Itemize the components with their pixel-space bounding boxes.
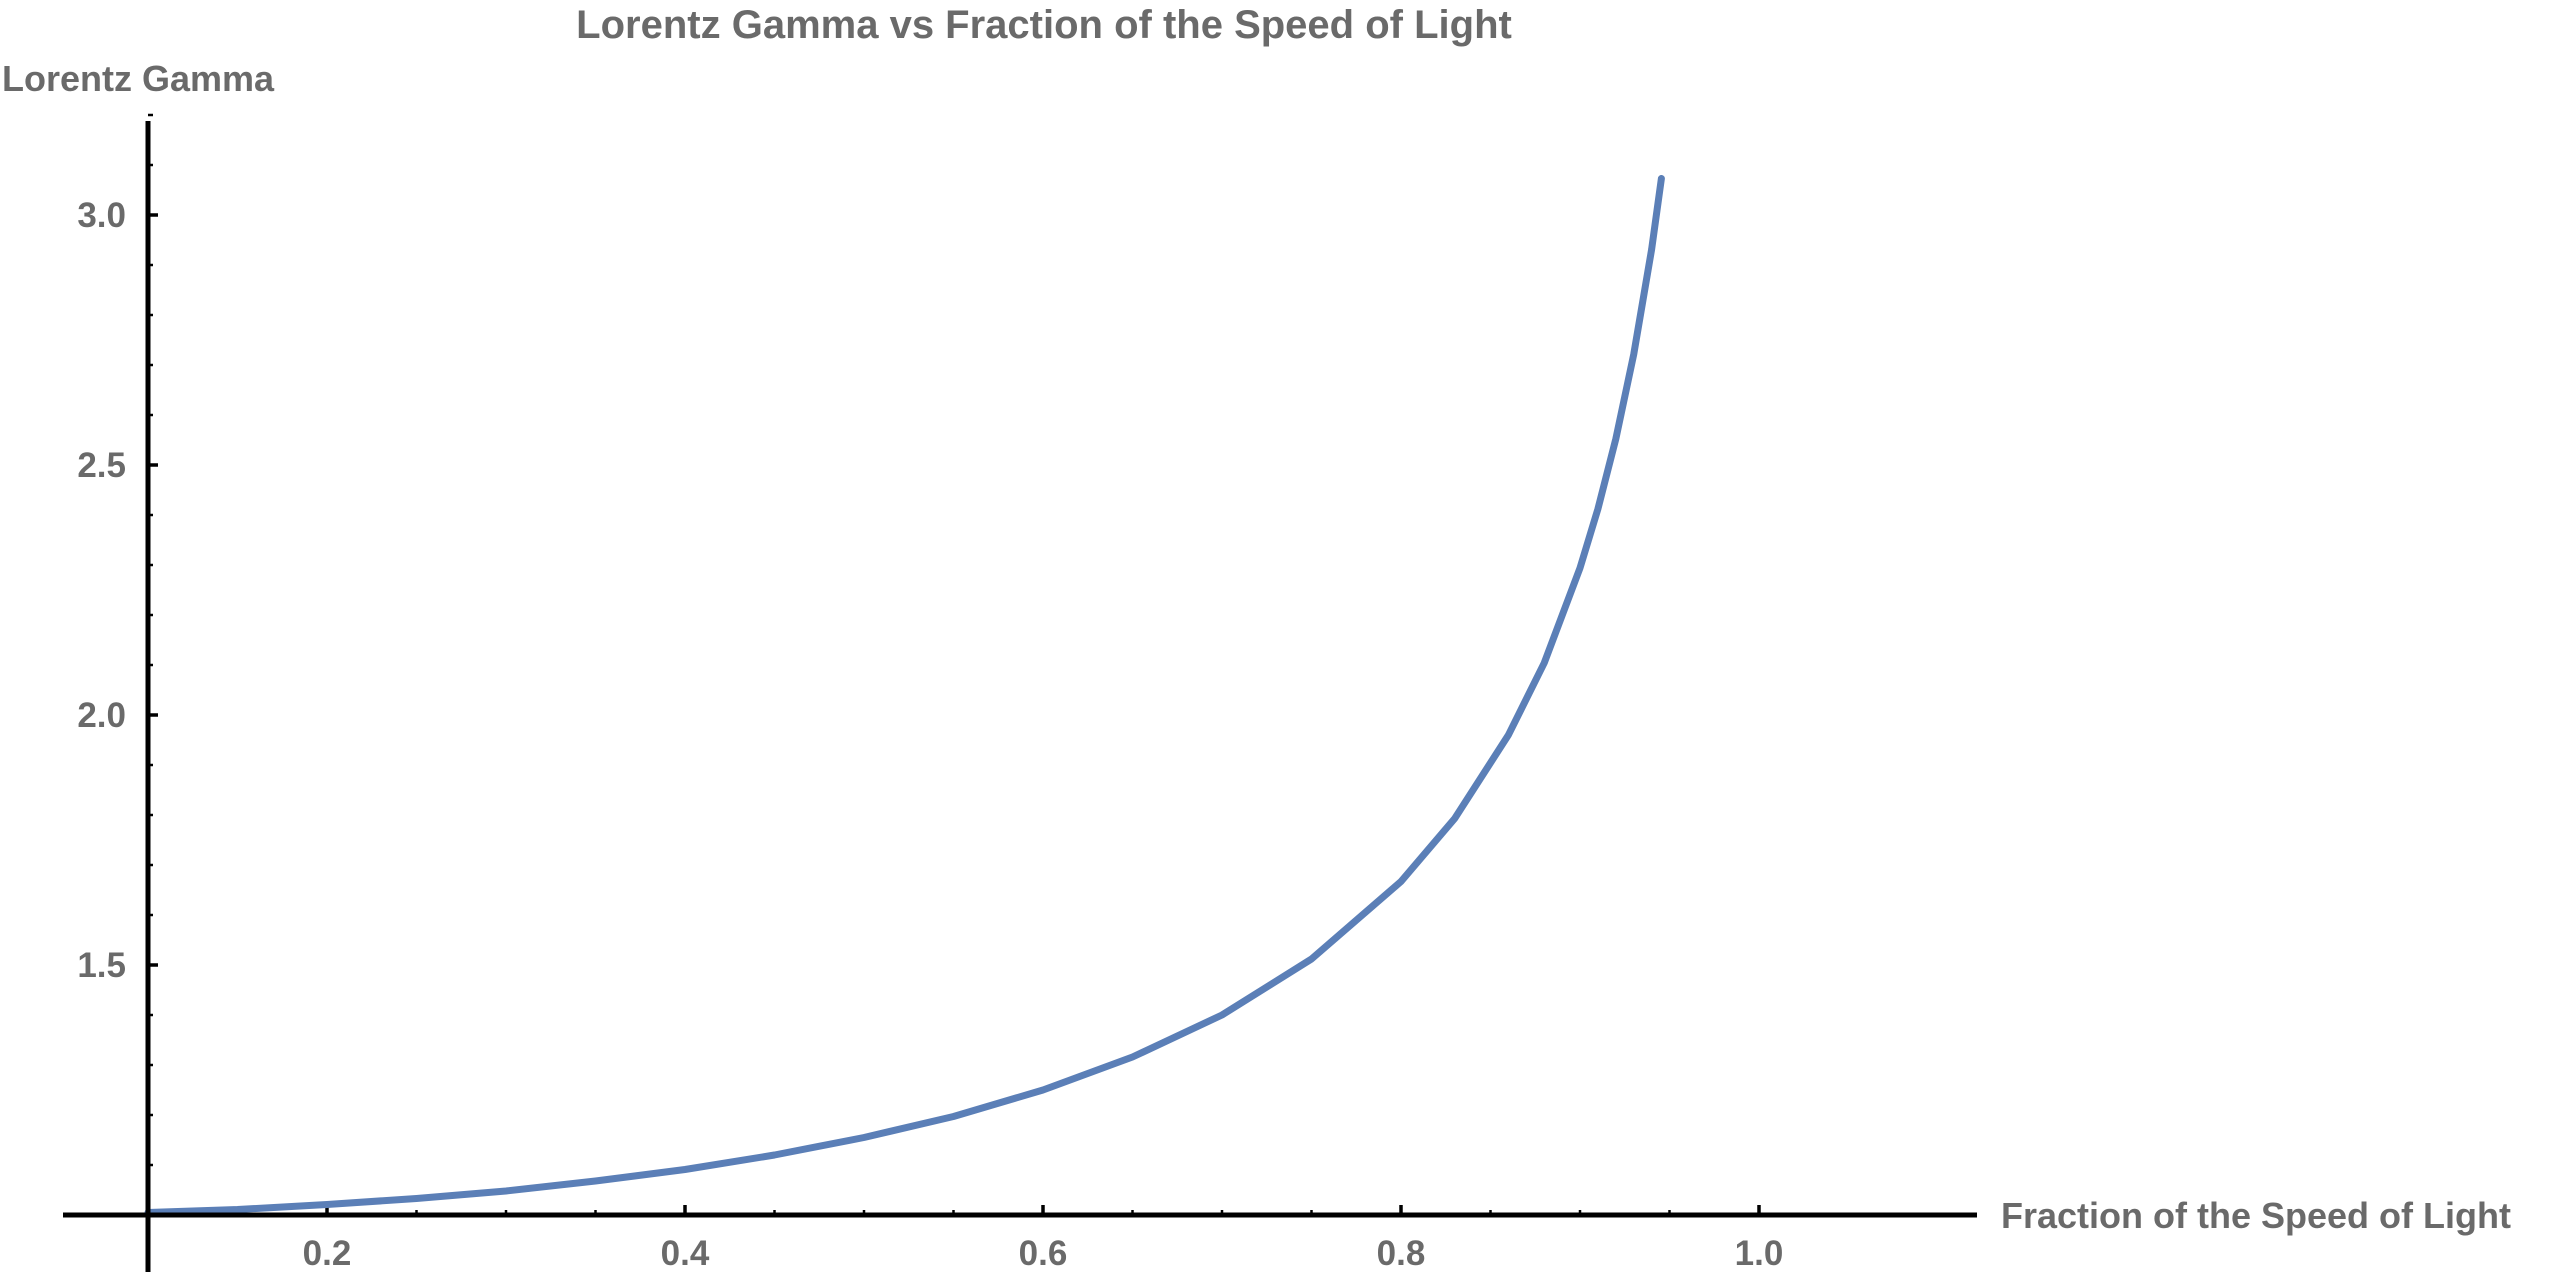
y-tick-label: 2.0 [77,696,126,735]
minor-ticks [148,113,1671,1215]
tick-labels: 0.2 0.4 0.6 0.8 1.0 1.5 2.0 2.5 3.0 [77,196,1783,1273]
y-axis-label: Lorentz Gamma [2,58,275,99]
x-tick-label: 0.6 [1019,1234,1068,1273]
y-tick-label: 2.5 [77,446,126,485]
y-tick-label: 1.5 [77,946,126,985]
x-tick-label: 0.4 [661,1234,710,1273]
y-tick-label: 3.0 [77,196,126,235]
x-tick-label: 1.0 [1735,1234,1784,1273]
x-axis-label: Fraction of the Speed of Light [2001,1195,2511,1236]
gamma-curve-line [144,175,1665,1216]
chart-title: Lorentz Gamma vs Fraction of the Speed o… [576,3,1512,47]
x-tick-label: 0.2 [303,1234,352,1273]
x-tick-label: 0.8 [1377,1234,1426,1273]
series-layer [144,175,1665,1216]
